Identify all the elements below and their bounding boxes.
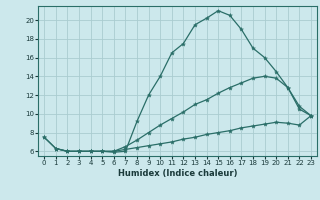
X-axis label: Humidex (Indice chaleur): Humidex (Indice chaleur) [118,169,237,178]
